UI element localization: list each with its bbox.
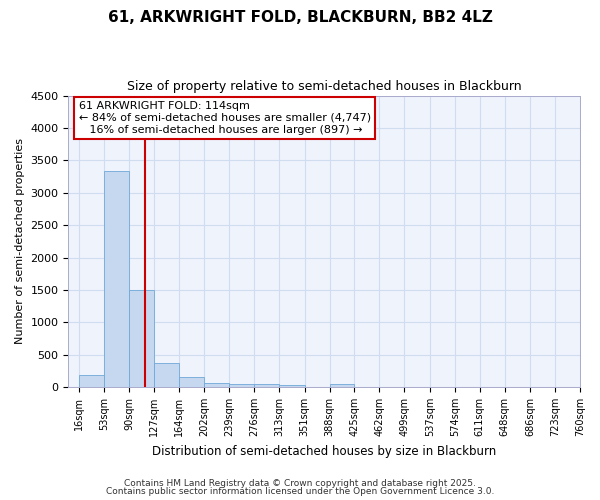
Bar	[179, 378, 205, 387]
Bar	[279, 385, 305, 387]
Title: Size of property relative to semi-detached houses in Blackburn: Size of property relative to semi-detach…	[127, 80, 521, 93]
Text: 61 ARKWRIGHT FOLD: 114sqm
← 84% of semi-detached houses are smaller (4,747)
   1: 61 ARKWRIGHT FOLD: 114sqm ← 84% of semi-…	[79, 102, 371, 134]
Bar	[104, 170, 129, 387]
Bar	[79, 375, 104, 387]
Bar	[254, 384, 279, 387]
Bar	[329, 384, 355, 387]
Bar	[205, 382, 229, 387]
Text: 61, ARKWRIGHT FOLD, BLACKBURN, BB2 4LZ: 61, ARKWRIGHT FOLD, BLACKBURN, BB2 4LZ	[107, 10, 493, 25]
Bar	[154, 363, 179, 387]
Text: Contains public sector information licensed under the Open Government Licence 3.: Contains public sector information licen…	[106, 487, 494, 496]
Text: Contains HM Land Registry data © Crown copyright and database right 2025.: Contains HM Land Registry data © Crown c…	[124, 478, 476, 488]
Bar	[129, 290, 154, 387]
Bar	[229, 384, 254, 387]
Y-axis label: Number of semi-detached properties: Number of semi-detached properties	[15, 138, 25, 344]
X-axis label: Distribution of semi-detached houses by size in Blackburn: Distribution of semi-detached houses by …	[152, 444, 496, 458]
